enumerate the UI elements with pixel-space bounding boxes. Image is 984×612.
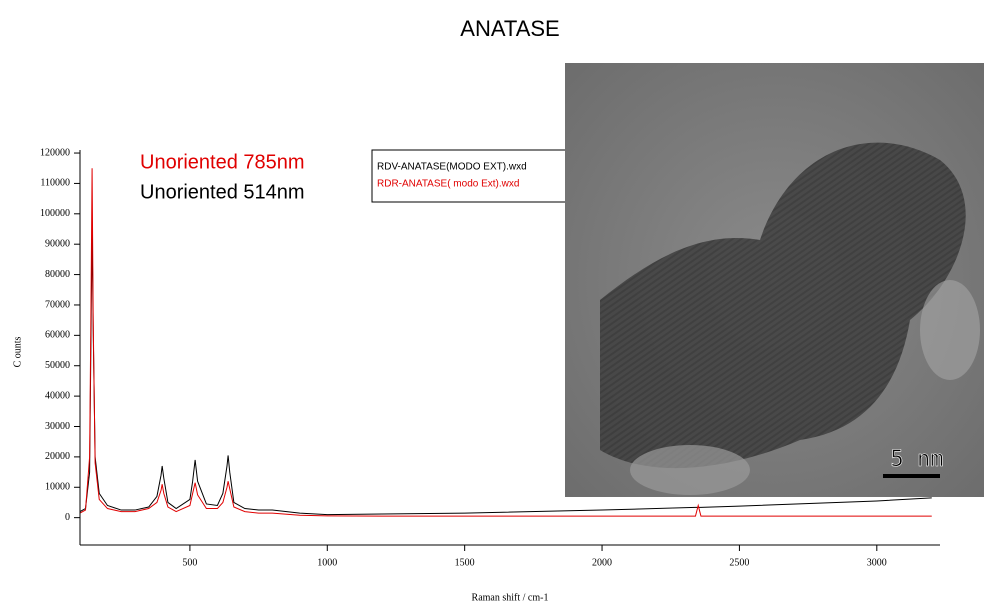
y-tick-label: 120000 [40, 147, 70, 158]
y-tick-label: 90000 [45, 238, 70, 249]
x-tick-label: 500 [182, 557, 197, 568]
x-tick-label: 2500 [729, 557, 749, 568]
bright-region [630, 445, 750, 495]
bright-region [920, 280, 980, 380]
legend-label: RDR-ANATASE( modo Ext).wxd [377, 179, 519, 190]
y-tick-label: 50000 [45, 360, 70, 371]
tem-image: 5 nm [565, 63, 984, 497]
x-tick-label: 3000 [867, 557, 887, 568]
annotation: Unoriented 785nm [140, 151, 305, 173]
legend-label: RDV-ANATASE(MODO EXT).wxd [377, 162, 527, 173]
y-tick-label: 30000 [45, 421, 70, 432]
x-tick-label: 1000 [317, 557, 337, 568]
legend-box [372, 150, 572, 202]
scale-bar-label: 5 nm [891, 447, 944, 472]
y-tick-label: 100000 [40, 208, 70, 219]
figure: ANATASE Raman shift / cm-1 C ounts 0 1000… [0, 0, 984, 607]
x-tick-label: 1500 [455, 557, 475, 568]
y-tick-label: 0 [65, 512, 70, 523]
x-tick-label: 2000 [592, 557, 612, 568]
chart-title: ANATASE [460, 16, 559, 41]
y-tick-label: 10000 [45, 482, 70, 493]
y-tick-label: 40000 [45, 390, 70, 401]
y-tick-label: 110000 [40, 178, 70, 189]
y-axis-label: C ounts [12, 336, 23, 367]
x-axis-label: Raman shift / cm-1 [472, 592, 549, 603]
y-tick-label: 80000 [45, 269, 70, 280]
y-tick-label: 60000 [45, 330, 70, 341]
page: {"chart_data":{"type":"line","title":"AN… [0, 0, 984, 612]
y-tick-label: 20000 [45, 451, 70, 462]
y-tick-label: 70000 [45, 299, 70, 310]
annotation: Unoriented 514nm [140, 181, 305, 203]
